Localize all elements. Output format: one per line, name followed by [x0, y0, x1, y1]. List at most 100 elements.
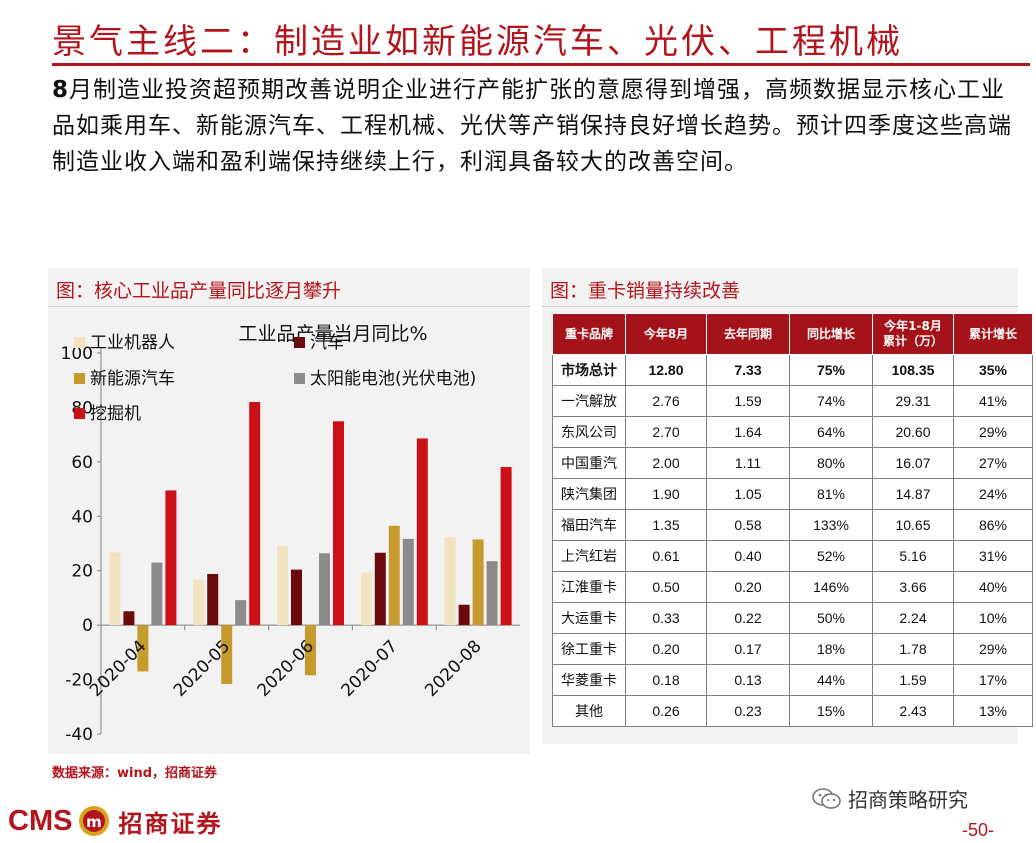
- legend-label: 挖掘机: [90, 404, 141, 424]
- brand-cell: 大运重卡: [552, 602, 626, 634]
- value-cell: 0.26: [625, 695, 707, 727]
- bar: [151, 562, 163, 626]
- value-cell: 31%: [953, 540, 1033, 572]
- legend-label: 太阳能电池(光伏电池): [310, 369, 476, 389]
- bar: [416, 438, 428, 626]
- brand-cell: 其他: [552, 695, 626, 727]
- table-row: 徐工重卡 0.20 0.17 18% 1.78 29%: [552, 633, 1033, 665]
- wechat-account-name: 招商策略研究: [848, 788, 968, 812]
- y-tick-label: 0: [82, 616, 93, 636]
- svg-text:m: m: [87, 813, 103, 831]
- table-row: 陕汽集团 1.90 1.05 81% 14.87 24%: [552, 478, 1033, 510]
- bar: [360, 572, 372, 626]
- wechat-icon: [812, 787, 841, 809]
- value-cell: 0.61: [625, 540, 707, 572]
- value-cell: 0.23: [706, 695, 790, 727]
- column-header: 去年同期: [706, 313, 790, 355]
- intro-text: 月制造业投资超预期改善说明企业进行产能扩张的意愿得到增强，高频数据显示核心工业品…: [52, 77, 1012, 175]
- value-cell: 0.17: [706, 633, 790, 665]
- bar: [472, 539, 484, 626]
- brand-cell: 一汽解放: [552, 385, 626, 417]
- legend-swatch: [294, 373, 305, 384]
- bar: [249, 401, 261, 626]
- value-cell: 12.80: [625, 354, 707, 386]
- value-cell: 40%: [953, 571, 1033, 603]
- truck-sales-table: 重卡品牌 今年8月 去年同期 同比增长 今年1-8月 累计（万） 累计增长 市场总计 12.8…: [552, 313, 1033, 727]
- value-cell: 15%: [789, 695, 873, 727]
- value-cell: 0.40: [706, 540, 790, 572]
- legend-label: 工业机器人: [90, 333, 175, 353]
- value-cell: 35%: [953, 354, 1033, 386]
- bar: [221, 625, 233, 684]
- value-cell: 18%: [789, 633, 873, 665]
- value-cell: 2.70: [625, 416, 707, 448]
- y-tick-label: -40: [65, 725, 93, 745]
- bar: [388, 525, 400, 626]
- data-source: 数据来源：wind，招商证券: [52, 766, 218, 781]
- column-header: 今年8月: [625, 313, 707, 355]
- table-row: 大运重卡 0.33 0.22 50% 2.24 10%: [552, 602, 1033, 634]
- table-caption: 图：重卡销量持续改善: [550, 280, 741, 302]
- bar: [277, 545, 288, 626]
- value-cell: 50%: [789, 602, 873, 634]
- intro-paragraph: 8月制造业投资超预期改善说明企业进行产能扩张的意愿得到增强，高频数据显示核心工业…: [52, 72, 1022, 180]
- table-row: 江淮重卡 0.50 0.20 146% 3.66 40%: [552, 571, 1033, 603]
- value-cell: 80%: [789, 447, 873, 479]
- value-cell: 1.78: [872, 633, 954, 665]
- legend-label: 汽车: [310, 333, 344, 353]
- value-cell: 0.22: [706, 602, 790, 634]
- table-row: 东风公司 2.70 1.64 64% 20.60 29%: [552, 416, 1033, 448]
- value-cell: 1.59: [706, 385, 790, 417]
- legend-label: 新能源汽车: [90, 369, 175, 389]
- value-cell: 17%: [953, 664, 1033, 696]
- bar: [500, 467, 512, 626]
- bar: [444, 536, 456, 626]
- value-cell: 0.18: [625, 664, 707, 696]
- bar: [374, 552, 386, 626]
- production-chart: -40-20020406080100工业品产量当月同比%2020-042020-…: [61, 323, 520, 745]
- brand-cell: 东风公司: [552, 416, 626, 448]
- value-cell: 1.64: [706, 416, 790, 448]
- value-cell: 108.35: [872, 354, 954, 386]
- legend-swatch: [74, 337, 85, 348]
- value-cell: 5.16: [872, 540, 954, 572]
- bar: [402, 538, 414, 626]
- table-row: 华菱重卡 0.18 0.13 44% 1.59 17%: [552, 664, 1033, 696]
- value-cell: 14.87: [872, 478, 954, 510]
- column-header: 累计增长: [953, 313, 1033, 355]
- logo-cms-text: CMS: [8, 804, 73, 837]
- value-cell: 44%: [789, 664, 873, 696]
- value-cell: 133%: [789, 509, 873, 541]
- value-cell: 146%: [789, 571, 873, 603]
- value-cell: 0.20: [706, 571, 790, 603]
- brand-cell: 江淮重卡: [552, 571, 626, 603]
- brand-cell: 中国重汽: [552, 447, 626, 479]
- value-cell: 0.13: [706, 664, 790, 696]
- x-tick-label: 2020-08: [421, 637, 485, 701]
- bar: [109, 552, 121, 626]
- logo-company-name: 招商证券: [118, 809, 223, 838]
- value-cell: 1.59: [872, 664, 954, 696]
- value-cell: 27%: [953, 447, 1033, 479]
- value-cell: 29.31: [872, 385, 954, 417]
- bar: [123, 611, 135, 626]
- cms-logo-icon: m: [79, 806, 110, 836]
- value-cell: 1.11: [706, 447, 790, 479]
- legend-swatch: [74, 408, 85, 419]
- title-divider: [52, 63, 1030, 66]
- brand-cell: 陕汽集团: [552, 478, 626, 510]
- value-cell: 0.50: [625, 571, 707, 603]
- page-number: -50-: [962, 820, 995, 840]
- chart-panel: 图：核心工业品产量同比逐月攀升: [48, 268, 530, 754]
- value-cell: 74%: [789, 385, 873, 417]
- bar: [165, 490, 177, 626]
- page-title: 景气主线二：制造业如新能源汽车、光伏、工程机械: [52, 22, 903, 62]
- y-tick-label: 20: [71, 562, 93, 582]
- brand-logo: CMS m 招商证券: [8, 804, 222, 838]
- brand-cell: 市场总计: [552, 354, 626, 386]
- legend-swatch: [294, 337, 305, 348]
- value-cell: 29%: [953, 633, 1033, 665]
- value-cell: 0.33: [625, 602, 707, 634]
- bar: [137, 625, 149, 672]
- value-cell: 41%: [953, 385, 1033, 417]
